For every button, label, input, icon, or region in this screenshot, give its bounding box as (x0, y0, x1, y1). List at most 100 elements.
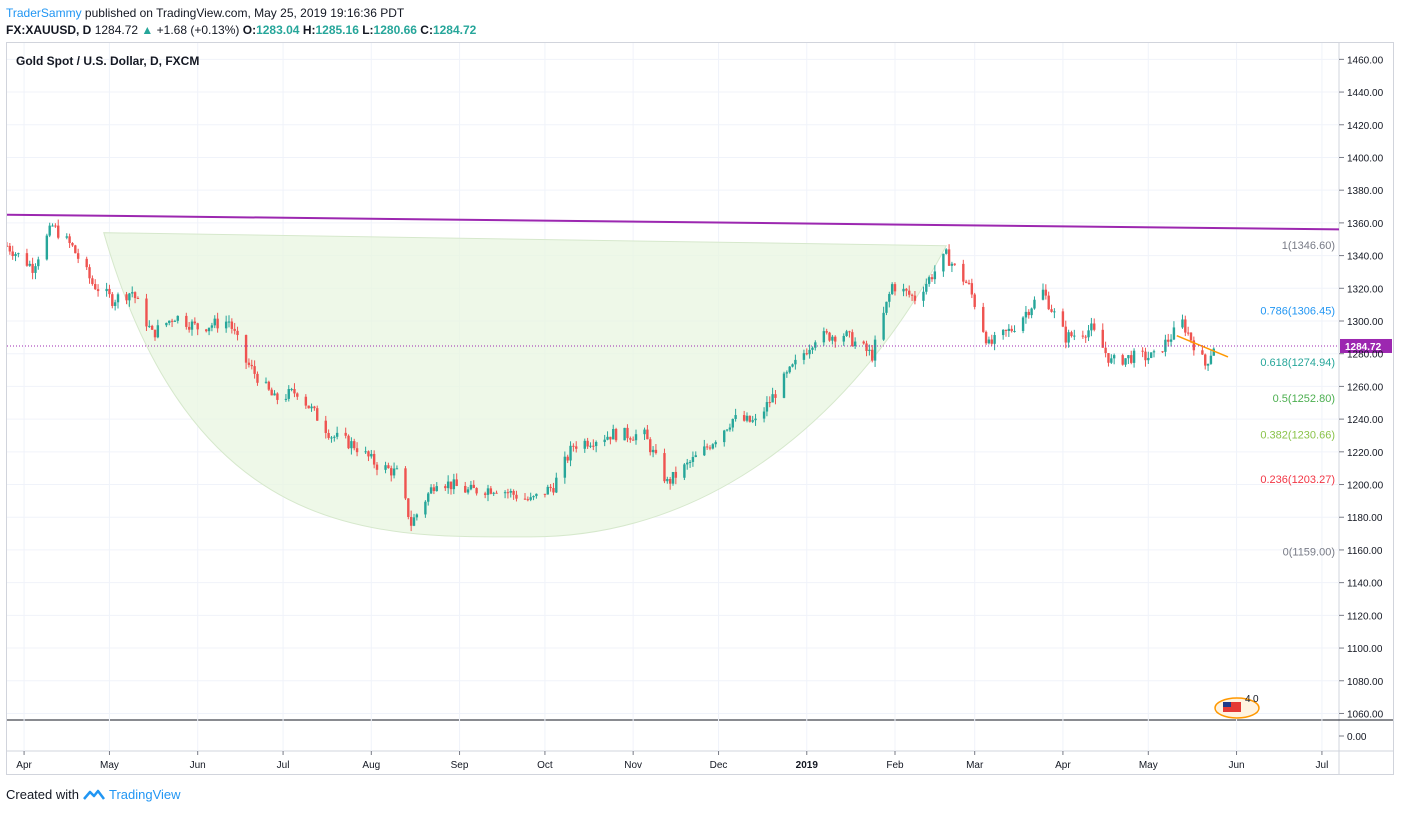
candle-body (691, 456, 695, 462)
candle (774, 390, 777, 405)
candle-body (1050, 309, 1053, 312)
candle-body (1024, 311, 1028, 318)
candle (688, 460, 692, 468)
candle (1110, 354, 1113, 365)
candle (782, 371, 786, 399)
candle (603, 434, 606, 447)
candle (216, 312, 219, 333)
badge-count: 4 (1245, 694, 1251, 705)
candle (1204, 353, 1207, 370)
candle (250, 359, 253, 370)
candle-body (367, 451, 370, 457)
low-value: 1280.66 (373, 23, 417, 37)
candle-body (646, 429, 649, 440)
candle-body (253, 366, 256, 374)
chart-canvas[interactable]: 1284.72 4 0 1(1346.60) 0.786(1306.45) 0.618(… (7, 43, 1393, 774)
candle (372, 450, 376, 469)
chart-frame[interactable]: 1284.72 4 0 1(1346.60) 0.786(1306.45) 0.618(… (6, 42, 1394, 775)
candle-body (532, 496, 535, 498)
candle (1093, 318, 1096, 332)
candle (1104, 341, 1107, 358)
candle-body (583, 440, 586, 449)
candle-body (731, 418, 734, 428)
candle-body (344, 432, 347, 436)
y-tick-label: 1140.00 (1347, 579, 1383, 590)
candle (233, 322, 236, 335)
candle-body (455, 479, 458, 486)
candle (748, 415, 752, 423)
candle (509, 488, 512, 498)
candle-body (1192, 340, 1196, 351)
candle-body (296, 393, 299, 397)
candle (933, 265, 937, 284)
candle-body (933, 271, 937, 280)
candle (1053, 308, 1056, 319)
x-tick-label: Dec (710, 760, 728, 771)
candle (475, 487, 478, 496)
candle (794, 354, 797, 370)
candle-body (395, 468, 399, 470)
y-tick-label: 1380.00 (1347, 186, 1384, 197)
candle-body (324, 420, 327, 433)
publish-info: published on TradingView.com, May 25, 20… (84, 6, 405, 20)
candle-body (145, 298, 148, 327)
fib-label: 1(1346.60) (1282, 240, 1335, 252)
y-tick-label: 1420.00 (1347, 121, 1384, 132)
candle (947, 244, 951, 266)
candle (822, 327, 826, 346)
candle (1124, 358, 1127, 367)
symbol-label: FX:XAUUSD, D (6, 23, 92, 37)
candle (612, 424, 615, 440)
y-tick-label: 1200.00 (1347, 481, 1384, 492)
tradingview-link[interactable]: TradingView (108, 787, 181, 802)
candle-body (913, 295, 917, 301)
candle-body (506, 492, 510, 494)
candle (284, 394, 288, 402)
candle-body (1093, 323, 1096, 330)
cup-shape (103, 232, 948, 538)
candle (814, 340, 817, 351)
candle (8, 242, 12, 255)
candle-body (270, 389, 273, 396)
candle (1084, 334, 1087, 343)
candle (526, 496, 530, 502)
candle (694, 451, 697, 458)
candle-body (131, 292, 134, 294)
candle-body (828, 332, 831, 341)
candle-body (466, 489, 470, 493)
candle-body (486, 488, 490, 495)
candle (1004, 329, 1008, 337)
candle (868, 344, 871, 356)
candle (543, 493, 547, 498)
candle (1181, 314, 1184, 329)
candle-body (925, 283, 928, 292)
candle (668, 476, 672, 490)
candle-body (45, 235, 49, 260)
candle (37, 256, 40, 270)
candle-body (1141, 350, 1144, 352)
candle (1073, 329, 1076, 341)
author-link[interactable]: TraderSammy (6, 6, 82, 20)
current-price-label: 1284.72 (1345, 342, 1382, 353)
candle (765, 396, 769, 417)
candle (65, 233, 68, 240)
candle (902, 283, 905, 297)
candle (683, 463, 686, 481)
candle (165, 322, 168, 328)
time-axis: Apr May Jun Jul Aug Sep Oct Nov Dec 2019 Feb Mar Apr… (16, 751, 1328, 771)
candle-body (962, 263, 965, 282)
current-price-badge (1340, 338, 1392, 353)
x-tick-label: Feb (886, 760, 904, 771)
candle-body (333, 436, 336, 438)
candle (375, 462, 379, 476)
candle-body (364, 451, 367, 453)
candle (210, 322, 214, 332)
candle-body (993, 335, 996, 344)
candle-body (967, 282, 971, 284)
y-tick-label: 1440.00 (1347, 88, 1384, 99)
candle (1047, 291, 1050, 311)
candle (1144, 347, 1147, 367)
fib-label: 0.382(1230.66) (1260, 429, 1335, 441)
candle (1081, 330, 1085, 339)
candle (714, 440, 717, 448)
